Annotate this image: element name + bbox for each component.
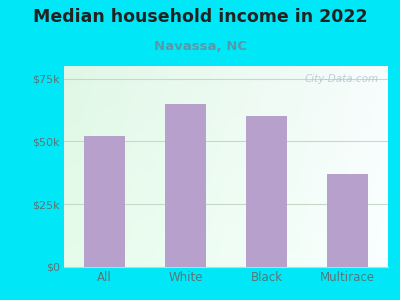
Bar: [165, 104, 206, 267]
Bar: [84, 136, 125, 267]
Text: Navassa, NC: Navassa, NC: [154, 40, 246, 53]
Text: City-Data.com: City-Data.com: [304, 74, 378, 84]
Bar: [246, 116, 287, 267]
Text: Median household income in 2022: Median household income in 2022: [33, 8, 367, 26]
Bar: [327, 174, 368, 267]
